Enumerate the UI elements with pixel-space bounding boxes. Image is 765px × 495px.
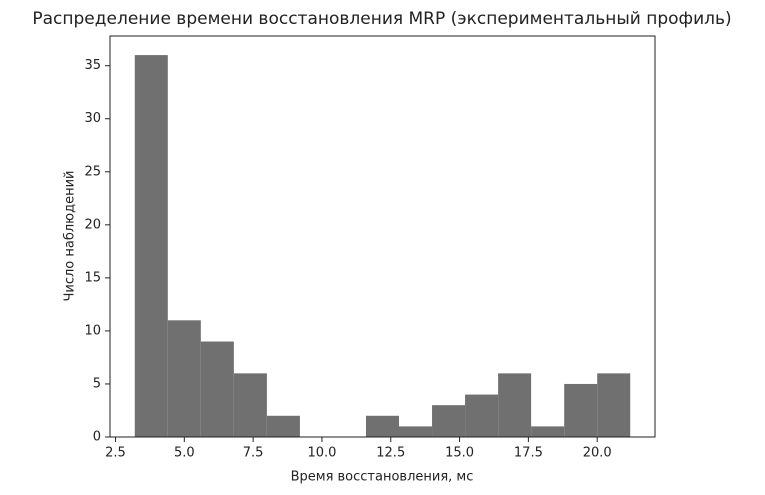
x-tick-label: 7.5 [243, 446, 264, 461]
bar [399, 426, 433, 437]
y-tick-label: 35 [84, 58, 101, 73]
x-tick-label: 2.5 [105, 446, 126, 461]
plot-frame [109, 35, 656, 438]
y-tick-label: 30 [84, 111, 101, 126]
bar [233, 373, 267, 437]
bar [167, 320, 201, 437]
bar [266, 415, 300, 437]
bar [564, 383, 598, 437]
x-tick-label: 17.5 [514, 446, 543, 461]
bar [498, 373, 532, 437]
bar [432, 405, 466, 437]
x-tick-label: 5.0 [174, 446, 195, 461]
bar [465, 394, 499, 437]
y-tick-label: 20 [84, 217, 101, 232]
y-tick-label: 0 [93, 430, 101, 445]
y-axis-label: Число наблюдений [63, 170, 78, 301]
y-tick-label: 25 [84, 164, 101, 179]
y-tick-label: 10 [84, 323, 101, 338]
x-tick-label: 12.5 [376, 446, 405, 461]
x-tick-label: 10.0 [307, 446, 336, 461]
bar [365, 415, 400, 437]
y-tick-label: 5 [93, 376, 101, 391]
x-tick-label: 20.0 [583, 446, 612, 461]
x-tick-label: 15.0 [445, 446, 474, 461]
y-tick-label: 15 [84, 270, 101, 285]
bar [134, 55, 168, 437]
x-axis-label: Время восстановления, мс [291, 470, 474, 485]
bar [597, 373, 631, 437]
bar [531, 426, 565, 437]
chart-title: Распределение времени восстановления MRP… [32, 9, 731, 29]
bar [200, 341, 234, 437]
